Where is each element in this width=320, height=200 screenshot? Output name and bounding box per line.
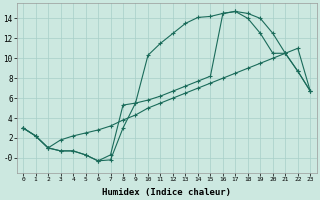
X-axis label: Humidex (Indice chaleur): Humidex (Indice chaleur)	[102, 188, 231, 197]
